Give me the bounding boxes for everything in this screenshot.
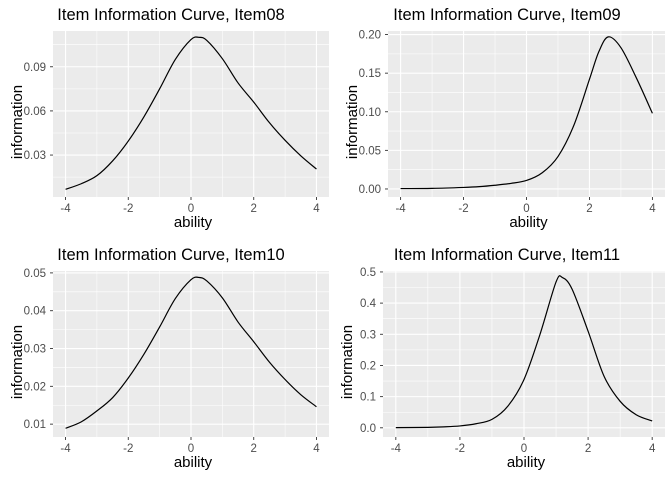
information-curve bbox=[400, 36, 653, 190]
y-tick-label: 0.4 bbox=[360, 298, 377, 310]
x-axis-title: ability bbox=[509, 214, 548, 231]
x-tick-label: -2 bbox=[123, 203, 133, 215]
x-tick-label: 2 bbox=[585, 443, 591, 455]
x-tick-label: 0 bbox=[188, 443, 194, 455]
x-axis-title: ability bbox=[507, 454, 546, 471]
y-tick-label: 0.0 bbox=[360, 423, 376, 435]
y-tick-label: 0.15 bbox=[359, 68, 381, 80]
y-tick-label: 0.20 bbox=[359, 30, 381, 42]
chart-panel-bottom-right: -4 -2 0 2 4 0.0 0.1 0.2 0.3 0.4 0.5 Item Informatio… bbox=[336, 240, 672, 480]
y-tick-label: 0.05 bbox=[24, 268, 46, 280]
x-tick-label: 0 bbox=[521, 443, 527, 455]
item11-information-curve-chart: -4 -2 0 2 4 0.0 0.1 0.2 0.3 0.4 0.5 Item Informatio… bbox=[339, 246, 665, 471]
item10-information-curve-chart: -4 -2 0 2 4 0.01 0.02 0.03 0.04 0.05 Item Informat… bbox=[9, 246, 329, 471]
x-tick-label: -2 bbox=[458, 203, 468, 215]
item08-information-curve-chart: -4 -2 0 2 4 0.03 0.06 0.09 Item Information Curv… bbox=[9, 6, 329, 231]
x-tick-label: 2 bbox=[251, 443, 257, 455]
y-tick-label: 0.5 bbox=[360, 267, 376, 279]
x-tick-label: -4 bbox=[391, 443, 402, 455]
y-tick-label: 0.1 bbox=[360, 392, 376, 404]
information-curve bbox=[65, 36, 317, 190]
y-tick-label: 0.01 bbox=[24, 419, 46, 431]
chart-panel-bottom-left: -4 -2 0 2 4 0.01 0.02 0.03 0.04 0.05 Item Informat… bbox=[0, 240, 336, 480]
x-tick-label: 4 bbox=[649, 203, 656, 215]
chart-panel-top-right: -4 -2 0 2 4 0.00 0.05 0.10 0.15 0.20 Item Informat… bbox=[336, 0, 672, 240]
information-curve bbox=[395, 275, 653, 429]
y-tick-label: 0.00 bbox=[359, 184, 381, 196]
chart-panel-top-left: -4 -2 0 2 4 0.03 0.06 0.09 Item Information Curv… bbox=[0, 0, 336, 240]
y-tick-label: 0.03 bbox=[24, 344, 46, 356]
y-tick-label: 0.10 bbox=[359, 107, 381, 119]
y-axis-title: information bbox=[9, 85, 26, 159]
y-axis-title: information bbox=[9, 325, 26, 399]
chart-title: Item Information Curve, Item08 bbox=[57, 6, 284, 24]
chart-title: Item Information Curve, Item11 bbox=[394, 246, 620, 264]
x-tick-label: 0 bbox=[188, 203, 194, 215]
x-tick-label: 2 bbox=[586, 203, 592, 215]
x-axis-title: ability bbox=[174, 214, 213, 231]
x-tick-label: 4 bbox=[313, 443, 320, 455]
x-tick-label: -4 bbox=[60, 443, 71, 455]
chart-title: Item Information Curve, Item09 bbox=[393, 6, 620, 24]
y-axis-title: information bbox=[339, 325, 356, 399]
x-axis-title: ability bbox=[174, 454, 213, 471]
chart-title: Item Information Curve, Item10 bbox=[57, 246, 284, 264]
x-tick-label: 0 bbox=[523, 203, 529, 215]
x-tick-label: 4 bbox=[313, 203, 320, 215]
x-tick-label: -2 bbox=[123, 443, 133, 455]
y-tick-label: 0.03 bbox=[24, 150, 46, 162]
y-tick-label: 0.04 bbox=[24, 306, 47, 318]
item09-information-curve-chart: -4 -2 0 2 4 0.00 0.05 0.10 0.15 0.20 Item Informat… bbox=[344, 6, 665, 231]
y-tick-label: 0.2 bbox=[360, 360, 376, 372]
y-tick-label: 0.06 bbox=[24, 106, 46, 118]
y-tick-label: 0.05 bbox=[359, 145, 381, 157]
x-tick-label: -4 bbox=[395, 203, 406, 215]
x-tick-label: 4 bbox=[649, 443, 656, 455]
x-tick-label: 2 bbox=[251, 203, 257, 215]
information-curve bbox=[65, 276, 317, 429]
y-tick-label: 0.02 bbox=[24, 381, 46, 393]
y-tick-label: 0.3 bbox=[360, 329, 376, 341]
x-tick-label: -4 bbox=[60, 203, 71, 215]
y-axis-title: information bbox=[344, 85, 361, 159]
y-tick-label: 0.09 bbox=[24, 62, 46, 74]
x-tick-label: -2 bbox=[455, 443, 465, 455]
